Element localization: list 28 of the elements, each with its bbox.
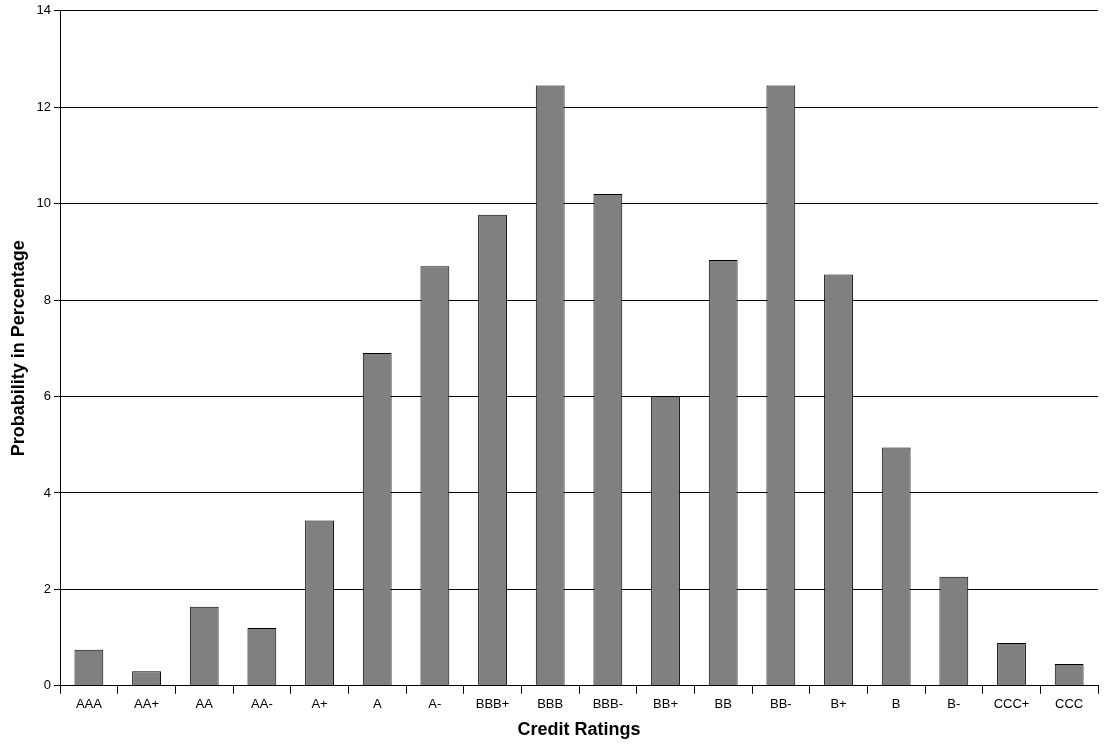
x-axis-title: Credit Ratings [517,719,641,740]
x-tick-label: CCC [1055,696,1084,712]
y-tick-label: 6 [43,388,52,404]
y-axis-title: Probability in Percentage [7,240,28,457]
y-tick-label: 8 [43,291,52,307]
x-tick-label: AAA [75,696,103,712]
x-tick-label: B- [947,696,961,712]
x-tick-label: B [891,696,901,712]
x-tick-label: AA+ [134,696,160,712]
x-tick-label: AA- [251,696,273,712]
x-tick-label: BB- [770,696,792,712]
x-tick-label: BBB- [592,696,624,712]
x-tick-label: BB [714,696,732,712]
x-tick-label: BBB [537,696,564,712]
y-tick-label: 12 [36,98,52,114]
x-tick-label: A- [428,696,442,712]
x-tick-label: B+ [830,696,847,712]
y-tick-label: 2 [43,580,52,596]
x-tick-label: A+ [311,696,328,712]
y-tick-label: 10 [36,195,52,211]
y-tick-label: 14 [36,2,52,18]
x-tick-label: BBB+ [475,696,510,712]
y-tick-label: 0 [43,677,52,693]
x-tick-label: BB+ [653,696,678,712]
x-tick-label: A [372,696,382,712]
y-tick-label: 4 [43,484,52,500]
x-tick-label: AA [195,696,214,712]
x-tick-label: CCC+ [993,696,1030,712]
